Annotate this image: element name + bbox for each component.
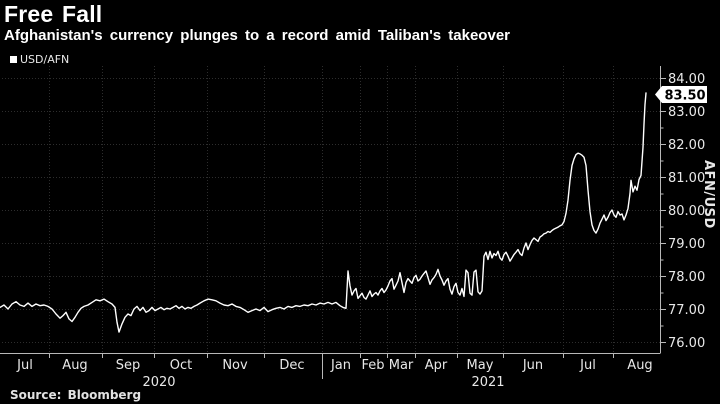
x-axis-month-label: Aug (62, 358, 87, 373)
price-line (0, 92, 647, 333)
legend-swatch-icon (10, 56, 17, 63)
x-axis-year-label: 2021 (471, 375, 504, 390)
x-axis-month-label: Apr (425, 358, 448, 373)
chart-subtitle: Afghanistan's currency plunges to a reco… (4, 27, 510, 44)
y-axis-title: AFN/USD (701, 160, 716, 229)
x-axis-month-label: Mar (389, 358, 414, 373)
y-axis-tick-label: 80.00 (668, 204, 705, 219)
y-axis-tick-label: 82.00 (668, 138, 705, 153)
y-axis-tick-label: 76.00 (668, 336, 705, 351)
last-price-badge (655, 86, 707, 103)
y-axis-tick-label: 77.00 (668, 303, 705, 318)
source-note: Source: Bloomberg (10, 388, 142, 402)
y-axis-tick-label: 84.00 (668, 72, 705, 87)
x-axis-month-label: Jun (522, 358, 543, 373)
x-axis-month-label: Dec (279, 358, 304, 373)
x-axis-month-label: Sep (116, 358, 141, 373)
x-axis-month-label: Feb (361, 358, 384, 373)
y-axis-tick-label: 81.00 (668, 171, 705, 186)
legend: USD/AFN (10, 53, 69, 66)
x-axis-month-label: Oct (170, 358, 192, 373)
x-axis-month-label: May (467, 358, 494, 373)
y-axis-tick-label: 79.00 (668, 237, 705, 252)
x-axis-month-label: Jan (330, 358, 351, 373)
x-axis-month-label: Aug (627, 358, 652, 373)
y-axis-tick-label: 83.00 (668, 105, 705, 120)
x-axis-month-label: Nov (222, 358, 248, 373)
chart-title: Free Fall (4, 1, 103, 27)
y-axis-tick-label: 78.00 (668, 270, 705, 285)
legend-label: USD/AFN (20, 53, 70, 66)
x-axis-month-label: Jul (579, 358, 596, 373)
last-price-label: 83.50 (664, 89, 705, 104)
x-axis-year-label: 2020 (142, 375, 175, 390)
x-axis-month-label: Jul (16, 358, 33, 373)
